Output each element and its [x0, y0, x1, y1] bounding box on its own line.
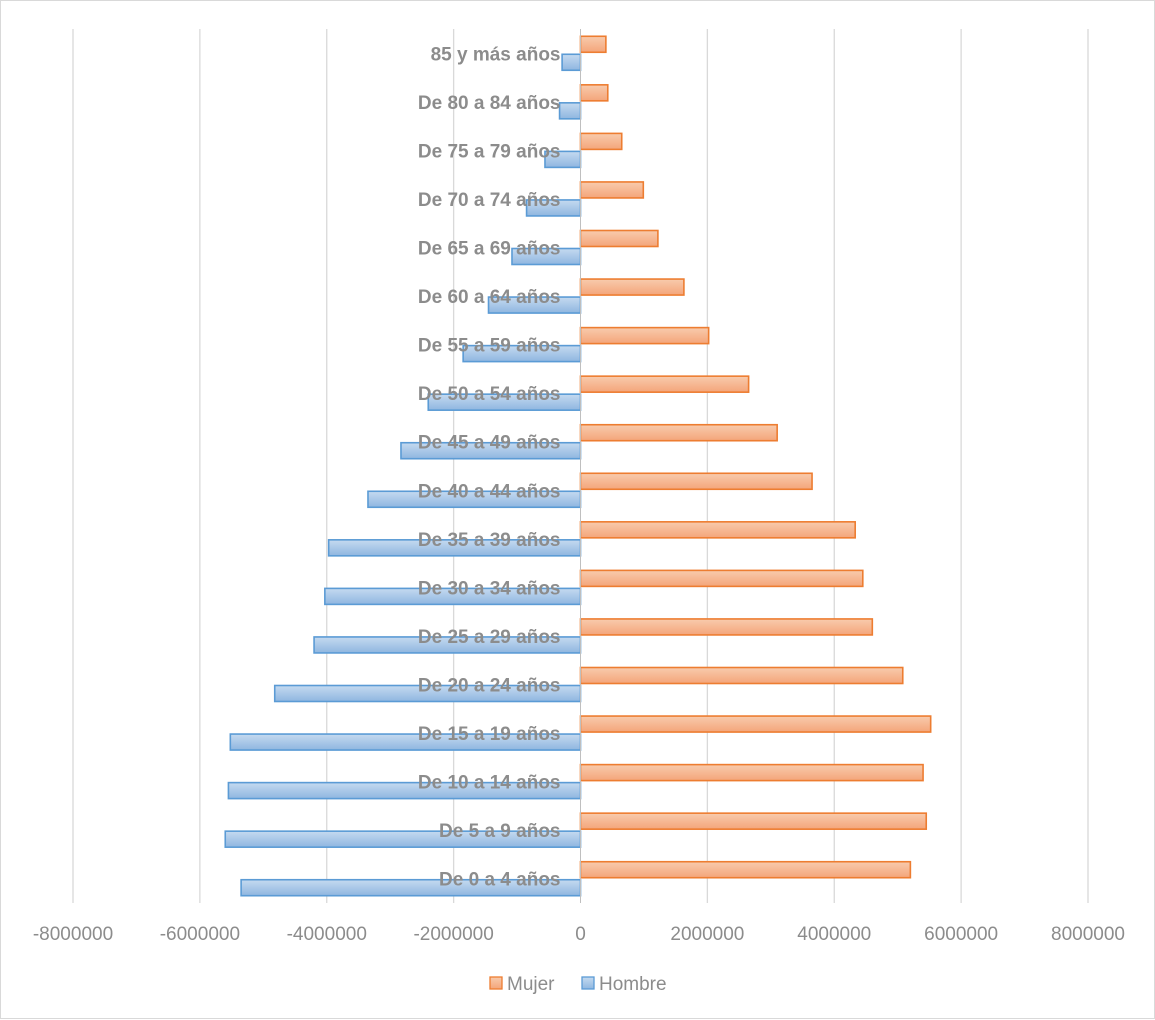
- x-tick-label: -2000000: [413, 924, 493, 945]
- bar-mujer[interactable]: [579, 812, 928, 830]
- bar-mujer[interactable]: [579, 521, 856, 539]
- category-label: De 75 a 79 años: [418, 141, 561, 162]
- bar-mujer[interactable]: [579, 278, 685, 296]
- bar-mujer[interactable]: [579, 326, 710, 345]
- bar-mujer[interactable]: [579, 763, 924, 782]
- bar-hombre[interactable]: [558, 102, 582, 120]
- bar-mujer[interactable]: [579, 423, 778, 442]
- bar-mujer[interactable]: [579, 132, 623, 151]
- category-label: De 70 a 74 años: [418, 190, 561, 211]
- gridlines: [72, 29, 1089, 903]
- category-label: De 55 a 59 años: [418, 336, 561, 357]
- bar-mujer[interactable]: [579, 618, 874, 636]
- category-label: De 50 a 54 años: [418, 384, 561, 405]
- bar-mujer[interactable]: [579, 472, 813, 491]
- legend-item-mujer[interactable]: Mujer: [489, 974, 555, 995]
- category-labels: De 0 a 4 años De 5 a 9 años De 10 a 14 año…: [418, 44, 561, 890]
- legend-label: Hombre: [599, 974, 667, 995]
- legend-swatch: [581, 976, 595, 990]
- category-label: De 10 a 14 años: [418, 773, 561, 794]
- category-label: De 20 a 24 años: [418, 676, 561, 697]
- bar-mujer[interactable]: [579, 860, 912, 879]
- x-tick-label: -4000000: [287, 924, 367, 945]
- category-label: 85 y más años: [431, 44, 561, 65]
- legend-swatch: [489, 976, 503, 990]
- category-label: De 60 a 64 años: [418, 287, 561, 308]
- x-tick-labels: -8000000 -6000000 -4000000 -2000000 0 2000000…: [33, 924, 1125, 945]
- x-tick-label: -8000000: [33, 924, 113, 945]
- bar-mujer[interactable]: [579, 569, 864, 588]
- category-label: De 35 a 39 años: [418, 530, 561, 551]
- category-label: De 30 a 34 años: [418, 578, 561, 599]
- legend[interactable]: Mujer Hombre: [489, 974, 667, 995]
- x-tick-label: 2000000: [670, 924, 744, 945]
- bar-mujer[interactable]: [579, 84, 609, 102]
- x-tick-label: 4000000: [797, 924, 871, 945]
- bar-mujer[interactable]: [579, 181, 645, 199]
- bar-mujer[interactable]: [579, 715, 932, 733]
- x-tick-label: 8000000: [1051, 924, 1125, 945]
- x-tick-label: 6000000: [924, 924, 998, 945]
- category-label: De 40 a 44 años: [418, 481, 561, 502]
- category-label: De 5 a 9 años: [439, 821, 560, 842]
- bar-mujer[interactable]: [579, 375, 750, 393]
- bars: [224, 35, 932, 897]
- bar-mujer[interactable]: [579, 666, 904, 685]
- bar-mujer[interactable]: [579, 35, 607, 54]
- category-label: De 45 a 49 años: [418, 433, 561, 454]
- category-label: De 0 a 4 años: [439, 870, 560, 891]
- category-label: De 80 a 84 años: [418, 93, 561, 114]
- x-tick-label: 0: [575, 924, 586, 945]
- legend-item-hombre[interactable]: Hombre: [581, 974, 667, 995]
- x-tick-label: -6000000: [160, 924, 240, 945]
- legend-label: Mujer: [507, 974, 555, 995]
- category-label: De 65 a 69 años: [418, 239, 561, 260]
- category-label: De 25 a 29 años: [418, 627, 561, 648]
- bar-hombre[interactable]: [561, 53, 582, 72]
- category-label: De 15 a 19 años: [418, 724, 561, 745]
- bar-mujer[interactable]: [579, 229, 659, 248]
